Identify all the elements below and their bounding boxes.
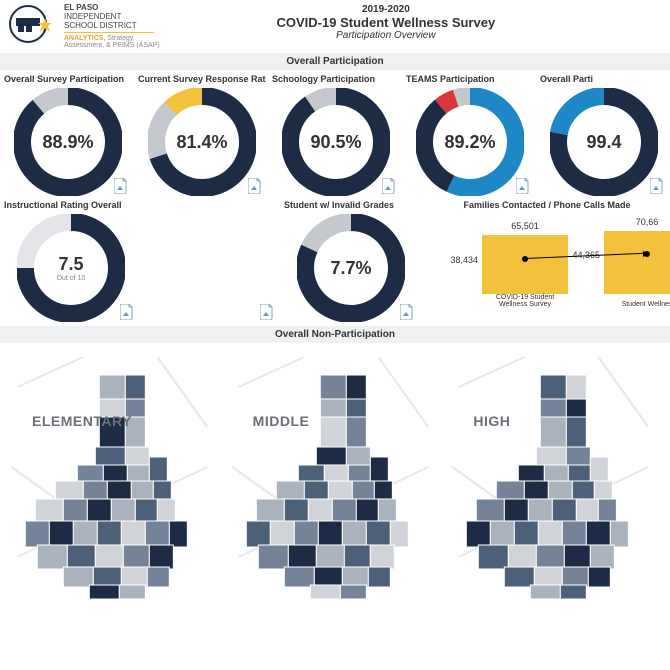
tile-title-invalid: Student w/ Invalid Grades: [284, 200, 418, 210]
tile-rating: Instructional Rating Overall 7.5 Out of …: [4, 200, 138, 322]
donut-chart: 90.5%: [282, 88, 390, 196]
map-tile: MIDDLE: [225, 347, 442, 601]
donut-row-2: Instructional Rating Overall 7.5 Out of …: [0, 198, 670, 324]
donut-tile: TEAMS Participation 89.2%: [406, 74, 534, 196]
donut-value: 88.9%: [42, 132, 93, 153]
donut-value: 89.2%: [444, 132, 495, 153]
tile-title: Overall Survey Participation: [4, 74, 132, 84]
doc-icon[interactable]: [400, 304, 414, 320]
district-name-1: EL PASO: [64, 3, 98, 12]
tile-title-rating: Instructional Rating Overall: [4, 200, 138, 210]
bar-top-label: 65,501: [482, 221, 568, 231]
header: EL PASO INDEPENDENT SCHOOL DISTRICT ANAL…: [0, 0, 670, 51]
maps-row: ELEMENTARY MIDDLE HIGH: [0, 345, 670, 603]
bar: 65,501 COVID-19 Student Wellness Survey: [482, 235, 568, 294]
donut-tile: Current Survey Response Rate 81.4%: [138, 74, 266, 196]
doc-icon[interactable]: [382, 178, 396, 194]
doc-icon[interactable]: [260, 304, 274, 320]
doc-icon[interactable]: [516, 178, 530, 194]
bar-chart-area: 65,501 COVID-19 Student Wellness Survey 3…: [428, 214, 666, 310]
map-tile: ELEMENTARY: [4, 347, 221, 601]
donut-tile: Overall Parti 99.4: [540, 74, 668, 196]
bar-x-label: COVID-19 Student Wellness Survey: [482, 294, 568, 308]
arrow-head-icon: [643, 251, 649, 257]
dept-highlight: ANALYTICS,: [64, 35, 105, 42]
map-label: HIGH: [473, 413, 510, 429]
title-year: 2019-2020: [110, 4, 662, 15]
section-nonparticipation: Overall Non-Participation: [0, 326, 670, 343]
donut-sub-rating: Out of 10: [57, 275, 86, 282]
bar: 70,66 Student Wellnes: [604, 231, 670, 295]
map-label: ELEMENTARY: [32, 413, 132, 429]
district-logo: [8, 4, 58, 44]
tile-title: Overall Parti: [540, 74, 668, 84]
donut-tile: Schoology Participation 90.5%: [272, 74, 400, 196]
bar-chart-title: Families Contacted / Phone Calls Made: [428, 200, 666, 210]
bar-side-label: 38,434: [450, 255, 478, 265]
donut-tile: Overall Survey Participation 88.9%: [4, 74, 132, 196]
doc-icon[interactable]: [248, 178, 262, 194]
map-label: MIDDLE: [253, 413, 310, 429]
doc-icon[interactable]: [120, 304, 134, 320]
section-participation: Overall Participation: [0, 53, 670, 70]
dept-line2: Assessment, & PEIMS (ASAP): [64, 42, 160, 49]
bar-chart-tile: Families Contacted / Phone Calls Made 65…: [424, 200, 666, 322]
donut-value-invalid: 7.7%: [330, 258, 371, 279]
donut-row-1: Overall Survey Participation 88.9% Curre…: [0, 72, 670, 198]
donut-value: 81.4%: [176, 132, 227, 153]
donut-chart: 89.2%: [416, 88, 524, 196]
donut-value-rating: 7.5: [58, 254, 83, 275]
bar-top-label: 70,66: [604, 217, 670, 227]
donut-rating: 7.5 Out of 10: [17, 214, 125, 322]
donut-invalid: 7.7%: [297, 214, 405, 322]
tile-title: TEAMS Participation: [406, 74, 534, 84]
donut-chart: 81.4%: [148, 88, 256, 196]
bar-x-label: Student Wellnes: [604, 301, 670, 308]
donut-chart: 99.4: [550, 88, 658, 196]
title-block: 2019-2020 COVID-19 Student Wellness Surv…: [110, 4, 662, 41]
tile-title: Current Survey Response Rate: [138, 74, 266, 84]
donut-value: 99.4: [586, 132, 621, 153]
doc-icon[interactable]: [650, 178, 664, 194]
title-main: COVID-19 Student Wellness Survey: [110, 15, 662, 30]
doc-icon[interactable]: [114, 178, 128, 194]
donut-value: 90.5%: [310, 132, 361, 153]
tile-invalid: Student w/ Invalid Grades 7.7%: [284, 200, 418, 322]
title-subtitle: Participation Overview: [110, 30, 662, 41]
tile-title: Schoology Participation: [272, 74, 400, 84]
donut-chart: 88.9%: [14, 88, 122, 196]
map-tile: HIGH: [445, 347, 662, 601]
tile-blank: [144, 200, 278, 322]
